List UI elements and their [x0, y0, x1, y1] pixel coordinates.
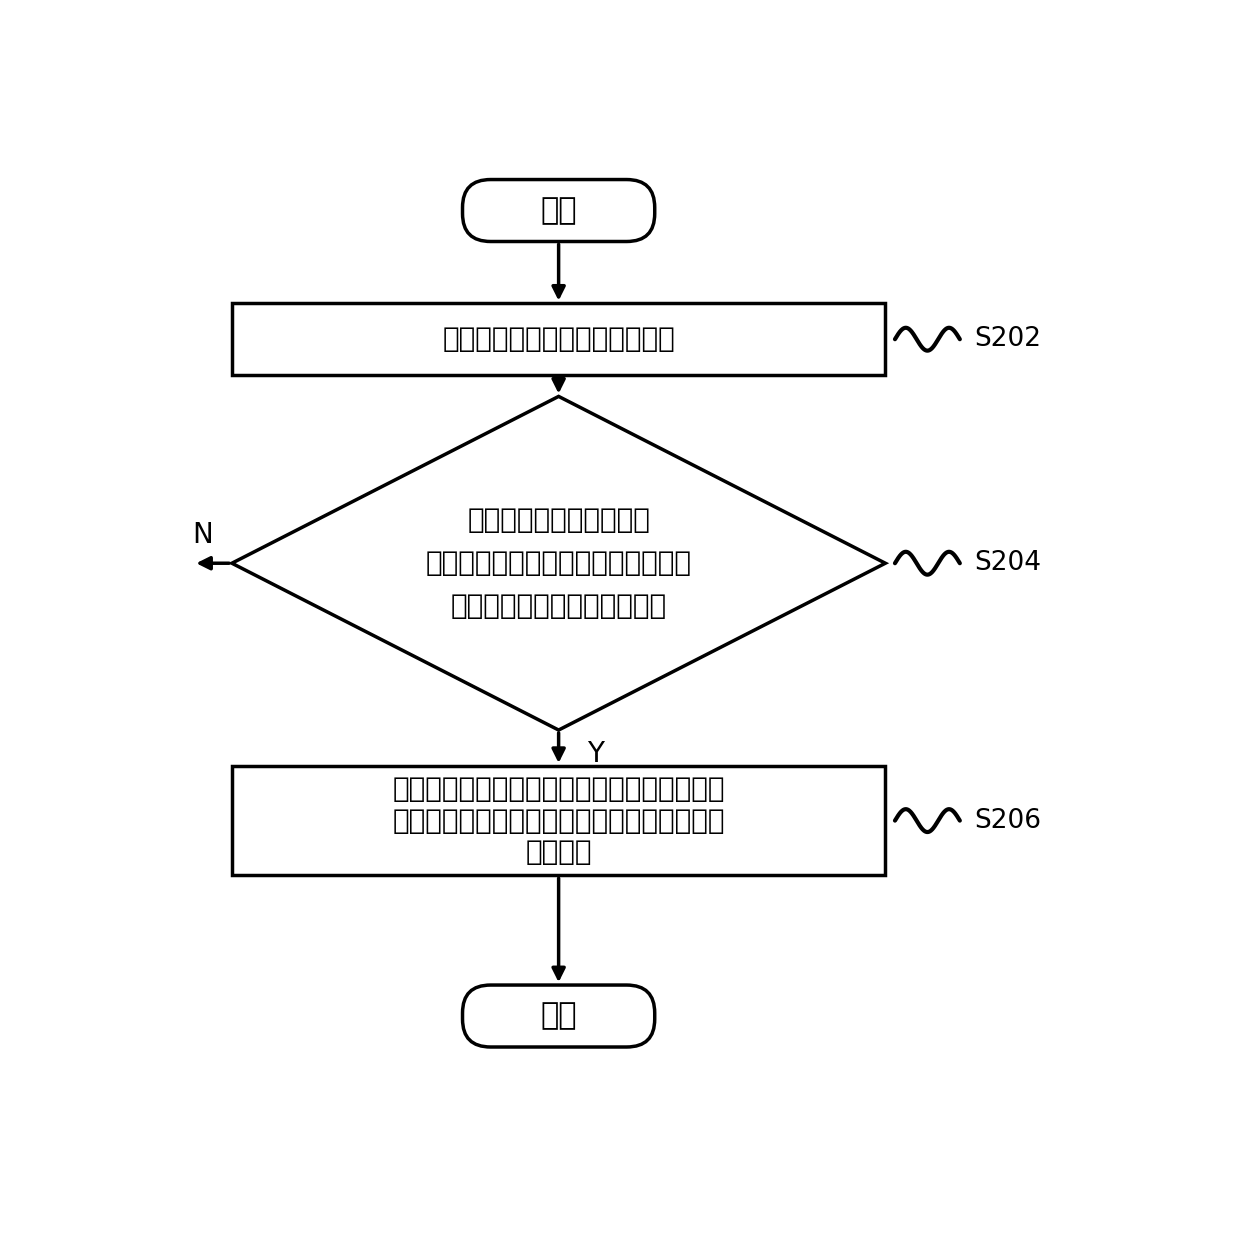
Text: 设电压值: 设电压值 [526, 838, 591, 867]
Text: 开始: 开始 [541, 196, 577, 225]
Bar [232, 766, 885, 875]
Text: S204: S204 [975, 550, 1042, 576]
Text: Y: Y [588, 740, 604, 768]
Text: 进入恒压制动模式，以控制永磁同步电机按预: 进入恒压制动模式，以控制永磁同步电机按预 [392, 775, 725, 803]
Text: S206: S206 [975, 807, 1042, 833]
Bar [232, 303, 885, 375]
Text: 长是否小于等于第一预设时长: 长是否小于等于第一预设时长 [450, 592, 667, 620]
Text: N: N [192, 521, 213, 548]
Text: 设加速度减速制动以令电压值小于等于第一预: 设加速度减速制动以令电压值小于等于第一预 [392, 807, 725, 834]
Text: 压值降低至第三预设电压值的降压时: 压值降低至第三预设电压值的降压时 [425, 550, 692, 577]
Text: 判断电压值由第二预设电: 判断电压值由第二预设电 [467, 506, 650, 535]
Text: S202: S202 [975, 326, 1042, 353]
Text: 实时统计直流母线模块的电压值: 实时统计直流母线模块的电压值 [443, 326, 675, 353]
Text: 结束: 结束 [541, 1002, 577, 1030]
